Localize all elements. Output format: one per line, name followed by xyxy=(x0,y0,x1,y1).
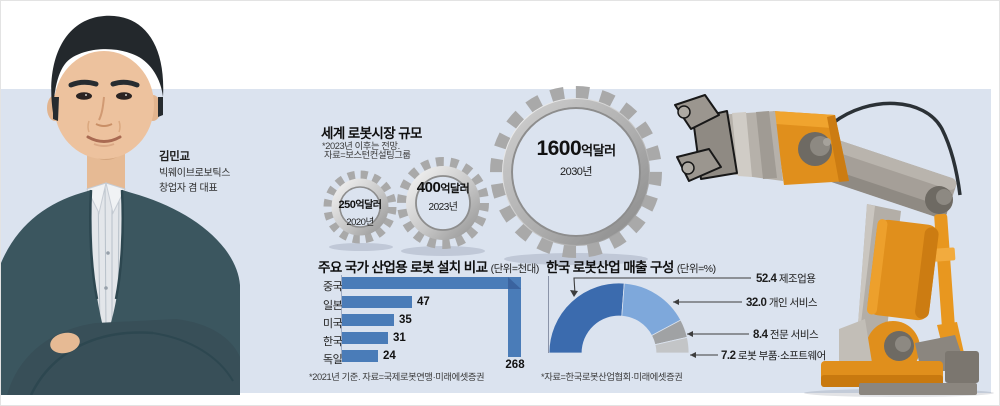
portrait-jacket xyxy=(1,189,240,395)
gear-2023 xyxy=(397,157,489,249)
donut-chart-revenue-mix: 한국 로봇산업 매출 구성 (단위=%) 52.4 제조업용 32.0 개인 서… xyxy=(539,254,829,386)
bar-korea xyxy=(342,332,388,344)
gear-2020 xyxy=(323,170,397,244)
bar-category: 중국 xyxy=(323,281,343,293)
gear-chart-title: 세계 로봇시장 규모 xyxy=(321,126,422,141)
bar-category: 일본 xyxy=(323,300,343,312)
portrait-eye xyxy=(116,92,132,100)
donut-label-manufacturing: 52.4 제조업용 xyxy=(756,273,816,285)
bar-value: 31 xyxy=(393,332,406,344)
bar-china-vertical xyxy=(508,289,521,357)
bar-category: 미국 xyxy=(323,318,343,330)
portrait-eye xyxy=(76,92,92,100)
gears-illustration xyxy=(323,86,662,265)
founder-photo xyxy=(1,15,240,395)
bar-category: 한국 xyxy=(323,336,343,348)
bar-value-china: 268 xyxy=(505,359,525,371)
portrait-hair xyxy=(51,15,164,114)
gear-2030 xyxy=(490,86,662,258)
bar-value: 47 xyxy=(417,296,430,308)
portrait-nose xyxy=(98,96,105,121)
bar-value: 35 xyxy=(399,314,412,326)
bar-category: 독일 xyxy=(323,354,343,366)
bar-chart-title: 주요 국가 산업용 로봇 설치 비교 (단위=천대) xyxy=(318,260,540,275)
donut-leader-lines xyxy=(570,277,751,358)
robot-base xyxy=(804,319,994,397)
gear-value-2020: 250억달러 2020년 xyxy=(338,199,382,228)
founder-name: 김민교 xyxy=(159,151,190,163)
bar-value: 24 xyxy=(383,350,396,362)
robot-arm-illustration xyxy=(674,94,994,397)
donut-chart-divider xyxy=(548,276,549,353)
bar-china xyxy=(342,277,521,289)
bar-japan xyxy=(342,296,412,308)
gear-chart-note-2: 자료=보스턴컨설팅그룹 xyxy=(324,150,411,160)
gear-value-2030: 1600억달러 2030년 xyxy=(536,137,616,178)
gear-value-2023: 400억달러 2023년 xyxy=(416,179,470,213)
bar-usa xyxy=(342,314,394,326)
donut-chart-unit: (단위=%) xyxy=(676,263,716,275)
portrait-eyebrow xyxy=(68,79,99,88)
donut-label-parts-software: 7.2 로봇 부품·소프트웨어 xyxy=(721,350,826,362)
bar-chart-robot-installs: 주요 국가 산업용 로봇 설치 비교 (단위=천대) 중국 268 일본 47 … xyxy=(307,254,539,386)
robot-gripper xyxy=(674,94,738,182)
portrait-mouth xyxy=(86,135,122,143)
bar-chart-unit: (단위=천대) xyxy=(490,263,540,275)
donut-segment xyxy=(654,336,689,354)
bar-chart-footnote: *2021년 기준. 자료=국제로봇연맹·미래에셋증권 xyxy=(309,372,485,382)
bar-chart-axis xyxy=(341,275,342,358)
founder-organization: 빅웨이브로보틱스 xyxy=(159,168,231,179)
donut-label-personal-service: 32.0 개인 서비스 xyxy=(746,297,818,309)
robot-cable xyxy=(831,101,962,196)
donut-chart-footnote: *자료=한국로봇산업협회·미래에셋증권 xyxy=(541,372,683,382)
robot-lower-links xyxy=(857,204,957,357)
founder-caption: 김민교 빅웨이브로보틱스 창업자 겸 대표 xyxy=(159,151,231,195)
portrait-hand xyxy=(50,332,80,354)
robot-elbow-cap xyxy=(936,189,952,205)
donut-chart-title: 한국 로봇산업 매출 구성 (단위=%) xyxy=(546,260,716,275)
donut-svg xyxy=(549,283,689,354)
bar-germany xyxy=(342,350,378,362)
gear-shadows xyxy=(329,243,648,265)
portrait-face xyxy=(51,15,164,159)
gear-chart-note-1: *2023년 이후는 전망. xyxy=(322,141,400,151)
robot-shoulder xyxy=(773,111,849,185)
founder-role: 창업자 겸 대표 xyxy=(159,183,218,194)
donut-label-professional-service: 8.4 전문 서비스 xyxy=(753,329,819,341)
portrait-eyebrow xyxy=(110,79,140,88)
